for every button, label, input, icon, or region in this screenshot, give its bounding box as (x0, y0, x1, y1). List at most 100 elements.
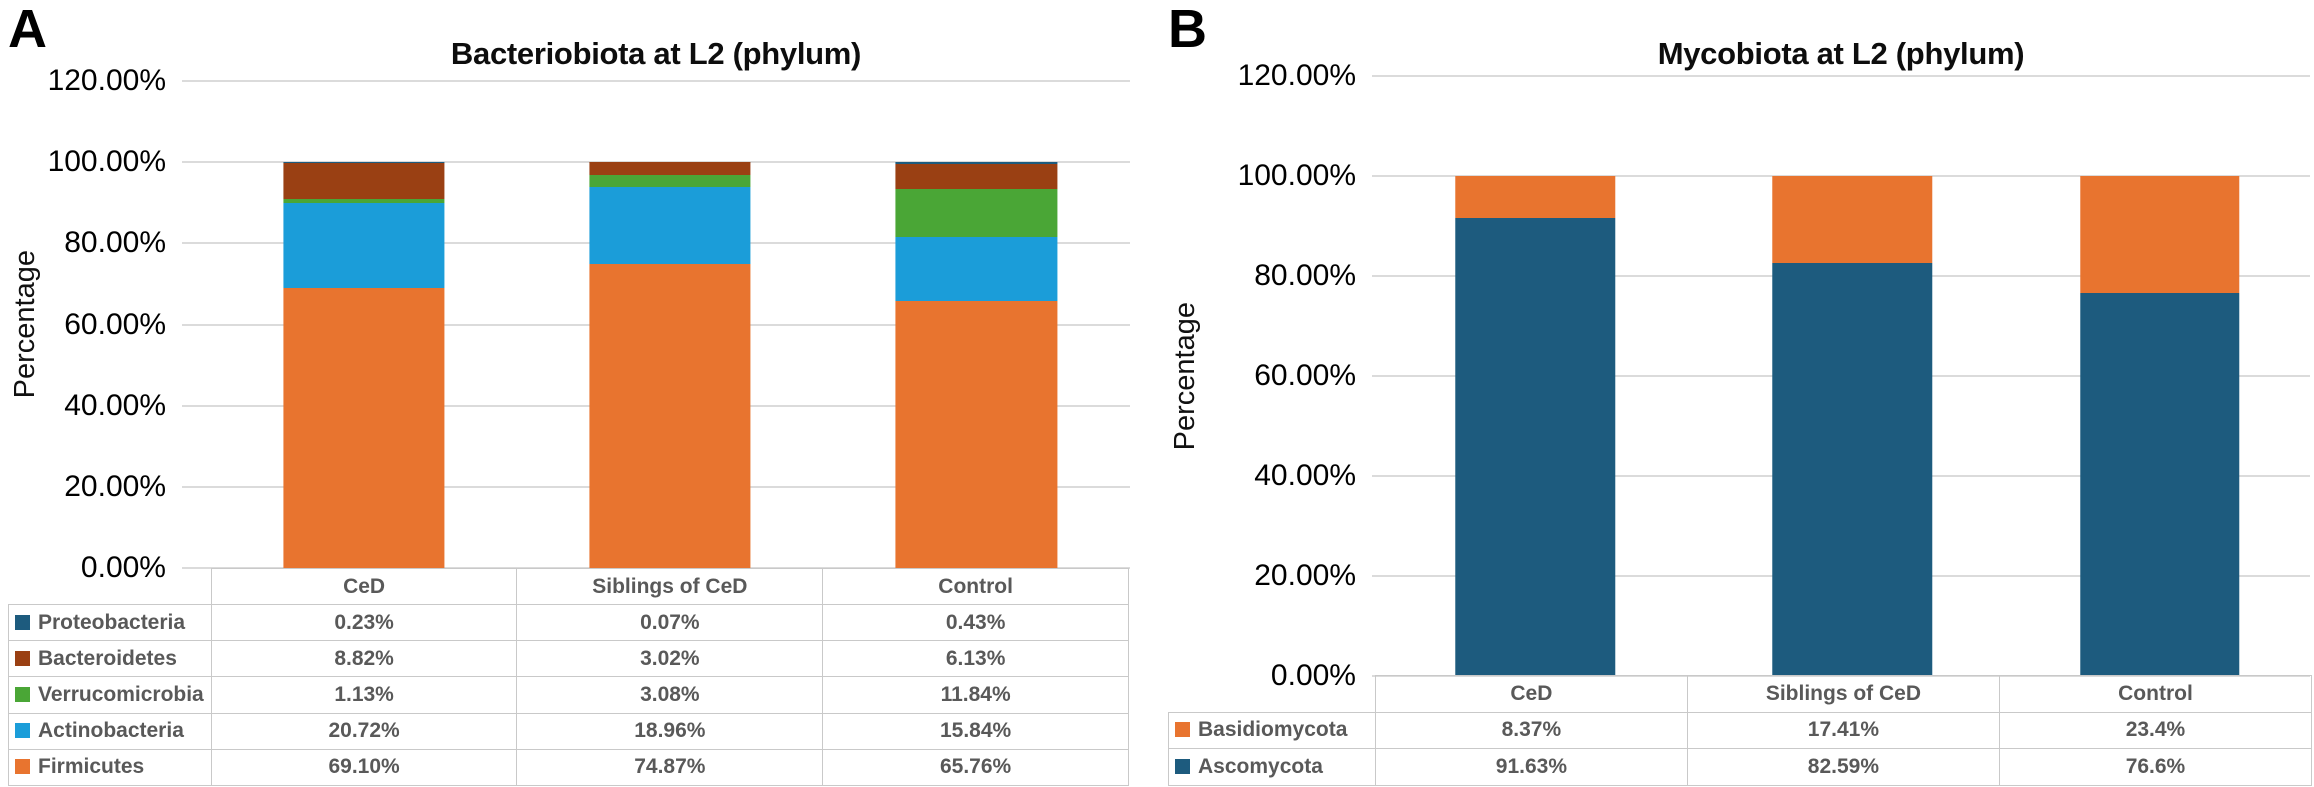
y-axis-ticks: 120.00% 100.00% 80.00% 60.00% 40.00% 20.… (0, 66, 172, 583)
y-tick-label: 20.00% (64, 469, 166, 503)
bar-segment (283, 163, 445, 199)
gridline (182, 80, 1130, 82)
value-cell: 23.4% (1998, 711, 2313, 750)
y-tick-label: 60.00% (1254, 359, 1356, 392)
series-name: Basidiomycota (1198, 718, 1348, 742)
bar-segment (589, 187, 751, 265)
category-header: Siblings of CeD (1686, 675, 2000, 713)
table-header-row: CeD Siblings of CeD Control (1169, 675, 2313, 713)
bar-segment (589, 162, 751, 175)
bar-segment (895, 163, 1057, 189)
y-tick-label: 40.00% (1254, 459, 1356, 492)
bar-segment (1772, 263, 1932, 676)
value-cell: 6.13% (822, 640, 1129, 678)
y-tick-label: 0.00% (1270, 659, 1356, 692)
y-axis-ticks: 120.00% 100.00% 80.00% 60.00% 40.00% 20.… (1160, 61, 1362, 691)
category-header: Control (1998, 675, 2313, 713)
legend-color-swatch (15, 687, 30, 703)
table-corner-cell (1169, 676, 1376, 713)
value-cell: 74.87% (516, 748, 824, 787)
series-name: Firmicutes (38, 755, 145, 779)
value-cell: 17.41% (1686, 711, 2000, 750)
category-header: Control (822, 567, 1129, 606)
value-cell: 11.84% (822, 676, 1129, 714)
bar-segment (283, 203, 445, 288)
bar-segment (895, 188, 1057, 237)
value-cell: 91.63% (1374, 748, 1688, 786)
stacked-bar-1 (589, 162, 751, 568)
y-tick-label: 80.00% (1254, 258, 1356, 292)
data-table-mycobiota: CeD Siblings of CeD Control Basidiomycot… (1168, 675, 2313, 786)
legend-item: Proteobacteria (8, 604, 212, 642)
bar-segment (895, 236, 1057, 302)
plot-area-bacteriobiota (182, 80, 1130, 569)
series-name: Ascomycota (1198, 755, 1323, 779)
stacked-bar-0 (283, 162, 445, 568)
plot-area-mycobiota (1372, 75, 2310, 677)
table-row: Proteobacteria 0.23% 0.07% 0.43% (8, 604, 1129, 642)
table-row: Basidiomycota 8.37% 17.41% 23.4% (1168, 711, 2313, 750)
panel-letter-a: A (8, 0, 47, 59)
bar-segment (2080, 293, 2240, 676)
stacked-bar-2 (895, 162, 1057, 568)
series-name: Verrucomicrobia (38, 683, 204, 707)
table-row: Verrucomicrobia 1.13% 3.08% 11.84% (8, 676, 1129, 714)
gridline (1372, 75, 2310, 77)
table-row: Actinobacteria 20.72% 18.96% 15.84% (8, 712, 1129, 750)
value-cell: 8.37% (1374, 711, 1688, 750)
bar-segment (2080, 176, 2240, 293)
legend-item: Bacteroidetes (8, 640, 212, 678)
legend-color-swatch (15, 650, 30, 666)
category-header: CeD (210, 567, 518, 606)
legend-item: Actinobacteria (8, 712, 212, 750)
series-name: Proteobacteria (38, 610, 186, 634)
y-tick-label: 0.00% (80, 551, 166, 584)
legend-item: Verrucomicrobia (8, 676, 212, 714)
y-tick-label: 60.00% (64, 307, 166, 341)
value-cell: 69.10% (210, 748, 518, 787)
y-tick-label: 80.00% (64, 226, 166, 260)
bar-segment (895, 301, 1057, 568)
table-row: Ascomycota 91.63% 82.59% 76.6% (1168, 748, 2313, 786)
value-cell: 3.08% (516, 676, 824, 714)
value-cell: 0.23% (210, 604, 518, 642)
y-tick-label: 40.00% (64, 388, 166, 422)
stacked-bar-2 (2080, 176, 2240, 676)
legend-color-swatch (1175, 759, 1190, 775)
value-cell: 0.07% (516, 604, 824, 642)
bar-segment (1772, 176, 1932, 264)
chart-title-bacteriobiota: Bacteriobiota at L2 (phylum) (450, 35, 862, 71)
bar-segment (283, 162, 445, 164)
bar-segment (1455, 217, 1615, 676)
gridline (182, 161, 1130, 164)
table-corner-cell (9, 569, 212, 605)
bar-segment (1455, 176, 1615, 218)
data-table-bacteriobiota: CeD Siblings of CeD Control Proteobacter… (8, 567, 1129, 787)
value-cell: 82.59% (1686, 748, 2000, 786)
category-header: CeD (1374, 675, 1688, 713)
series-name: Actinobacteria (38, 719, 184, 743)
value-cell: 8.82% (210, 640, 518, 678)
panel-letter-b: B (1168, 0, 1207, 59)
stacked-bar-0 (1455, 176, 1615, 676)
series-name: Bacteroidetes (38, 646, 177, 670)
bar-segment (283, 287, 445, 568)
panel-bacteriobiota: A Bacteriobiota at L2 (phylum) Percentag… (0, 0, 1131, 787)
value-cell: 0.43% (822, 604, 1129, 642)
panel-mycobiota: B Mycobiota at L2 (phylum) Percentage 12… (1160, 0, 2314, 787)
legend-color-swatch (15, 723, 30, 739)
value-cell: 3.02% (516, 640, 824, 678)
legend-item: Basidiomycota (1168, 711, 1376, 750)
value-cell: 15.84% (822, 712, 1129, 750)
bar-segment (283, 198, 445, 204)
table-header-row: CeD Siblings of CeD Control (9, 567, 1129, 606)
legend-color-swatch (15, 614, 30, 630)
value-cell: 18.96% (516, 712, 824, 750)
legend-item: Ascomycota (1168, 748, 1376, 786)
y-tick-label: 100.00% (1237, 159, 1356, 192)
value-cell: 76.6% (1998, 748, 2313, 786)
bar-segment (589, 264, 751, 568)
y-tick-label: 120.00% (47, 64, 166, 97)
y-tick-label: 20.00% (1254, 558, 1356, 592)
